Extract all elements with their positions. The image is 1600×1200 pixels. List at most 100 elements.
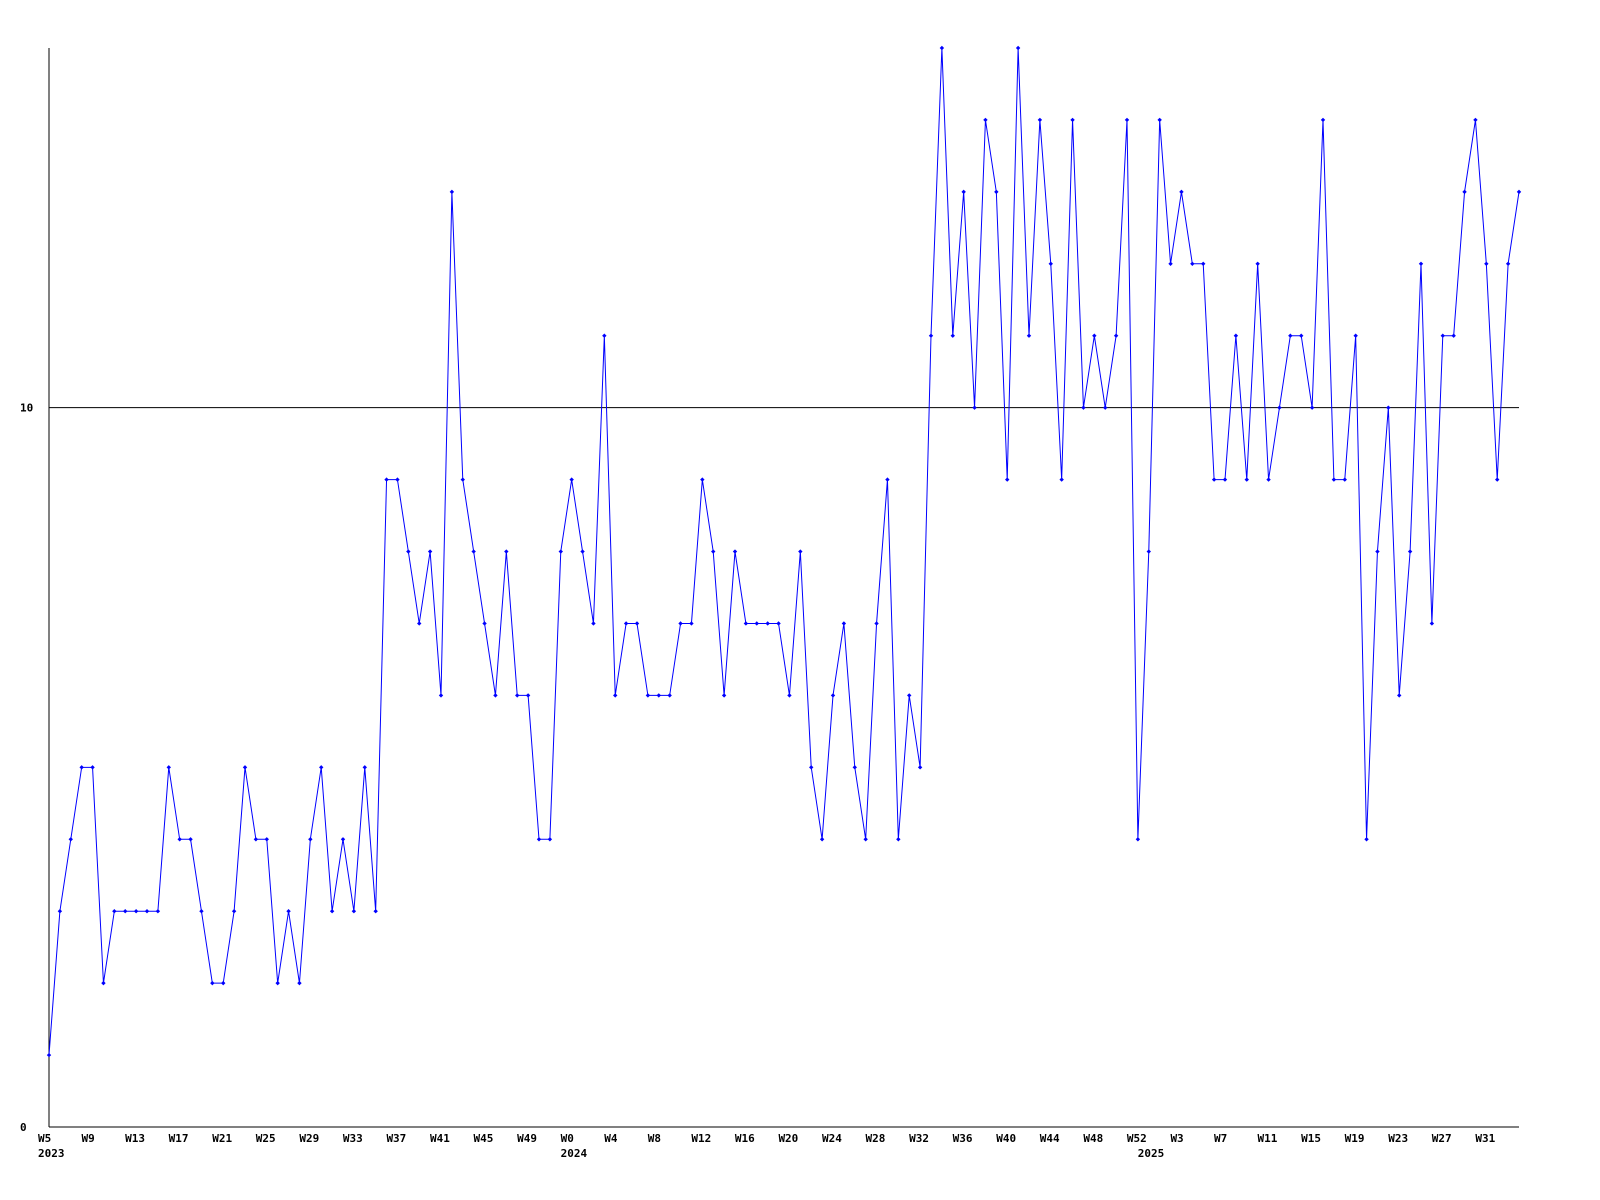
point	[1516, 189, 1522, 195]
x-tick-label: W31	[1475, 1132, 1495, 1145]
point	[819, 837, 825, 842]
point	[1059, 477, 1064, 482]
x-tick-label: W23	[1388, 1132, 1408, 1145]
x-tick-label: W9	[82, 1132, 95, 1145]
point	[340, 837, 346, 842]
point	[482, 621, 487, 626]
x-year-label: 2023	[38, 1147, 65, 1160]
x-tick-label: W12	[691, 1132, 711, 1145]
x-tick-label: W36	[953, 1132, 973, 1145]
point	[634, 621, 640, 626]
x-tick-label: W21	[212, 1132, 232, 1145]
point	[210, 980, 215, 986]
point	[1277, 405, 1282, 410]
point	[1092, 333, 1097, 338]
point	[1505, 261, 1511, 266]
point	[329, 909, 335, 914]
point	[373, 909, 378, 914]
point	[1331, 477, 1337, 482]
x-tick-label: W16	[735, 1132, 755, 1145]
point	[68, 837, 73, 842]
point	[449, 189, 455, 195]
x-tick-label: W41	[430, 1132, 450, 1145]
point	[591, 621, 596, 626]
x-tick-label: W11	[1258, 1132, 1278, 1145]
point	[1320, 117, 1326, 123]
point	[1397, 693, 1402, 698]
point	[417, 621, 422, 626]
point	[1081, 405, 1086, 410]
x-year-label: 2025	[1138, 1147, 1165, 1160]
point	[754, 621, 759, 626]
x-tick-label: W49	[517, 1132, 537, 1145]
point	[1015, 45, 1021, 51]
x-tick-label: W29	[299, 1132, 319, 1145]
point	[1026, 333, 1032, 338]
point	[351, 909, 357, 914]
point	[188, 837, 193, 842]
x-tick-label: W40	[996, 1132, 1016, 1145]
point	[515, 693, 520, 698]
point	[1244, 477, 1249, 482]
x-tick-label: W0	[561, 1132, 574, 1145]
point	[1418, 261, 1424, 266]
point	[1168, 261, 1173, 266]
point	[177, 837, 182, 842]
point	[613, 693, 618, 698]
x-tick-label: W13	[125, 1132, 145, 1145]
point	[1135, 837, 1141, 842]
point	[525, 693, 531, 698]
point	[199, 909, 204, 914]
point	[395, 477, 400, 482]
x-tick-label: W33	[343, 1132, 363, 1145]
y-tick-label: 0	[20, 1121, 27, 1134]
point	[286, 909, 291, 914]
point	[689, 621, 694, 626]
point	[928, 333, 934, 338]
point	[1113, 333, 1119, 338]
x-tick-label: W19	[1345, 1132, 1365, 1145]
point	[264, 837, 269, 842]
point	[231, 909, 237, 914]
point	[645, 693, 651, 698]
point	[1342, 477, 1347, 482]
point	[1386, 405, 1391, 410]
x-tick-label: W24	[822, 1132, 842, 1145]
point	[798, 549, 803, 554]
point	[253, 837, 259, 842]
point	[743, 621, 749, 626]
point	[1255, 261, 1260, 266]
x-tick-label: W27	[1432, 1132, 1452, 1145]
x-tick-label: W7	[1214, 1132, 1227, 1145]
x-tick-label: W15	[1301, 1132, 1321, 1145]
point	[297, 980, 302, 986]
point	[1233, 333, 1239, 338]
point	[1146, 549, 1151, 554]
x-tick-label: W45	[474, 1132, 494, 1145]
point	[46, 1052, 52, 1058]
point	[1179, 189, 1184, 195]
point	[961, 189, 966, 195]
point	[362, 765, 367, 770]
x-tick-label: W52	[1127, 1132, 1147, 1145]
point	[732, 549, 738, 554]
point	[144, 909, 150, 914]
point	[1070, 117, 1075, 123]
point	[917, 765, 923, 770]
point	[1124, 117, 1130, 123]
x-tick-label: W28	[866, 1132, 886, 1145]
x-tick-label: W8	[648, 1132, 661, 1145]
point	[1037, 117, 1043, 123]
point	[765, 621, 770, 626]
point	[1451, 333, 1456, 338]
point	[155, 909, 161, 914]
point	[504, 549, 509, 554]
point	[221, 980, 226, 986]
x-tick-label: W25	[256, 1132, 276, 1145]
point	[939, 45, 945, 51]
point	[1495, 477, 1500, 482]
point	[1190, 261, 1195, 266]
point	[602, 333, 607, 338]
point	[101, 980, 106, 986]
point	[1103, 405, 1108, 410]
